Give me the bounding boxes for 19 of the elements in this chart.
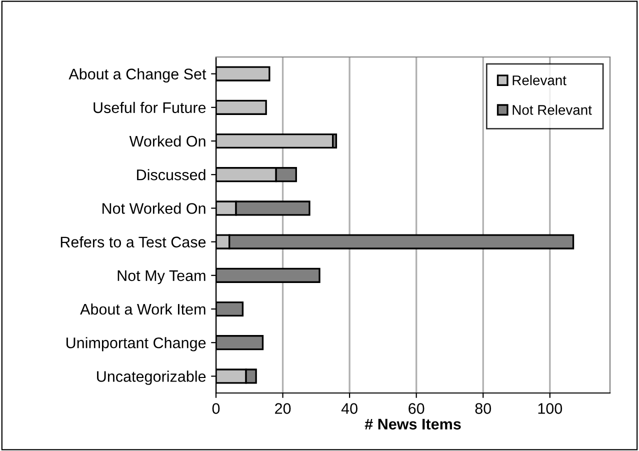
y-tick-label: Not My Team xyxy=(118,270,206,284)
x-axis-title: # News Items xyxy=(364,418,461,430)
y-tick-label: Uncategorizable xyxy=(97,370,206,385)
y-tick-label: Worked On xyxy=(129,135,206,147)
y-tick-label: Useful for Future xyxy=(94,102,206,114)
y-tick-label: About a Work Item xyxy=(80,303,206,315)
y-tick-label: Unimportant Change xyxy=(66,337,206,352)
x-tick-label: 80 xyxy=(475,403,492,414)
x-tick-label: 100 xyxy=(538,403,562,414)
y-tick-label: Not Worked On xyxy=(102,202,206,214)
x-tick-label: 40 xyxy=(341,403,358,414)
y-tick-label: Refers to a Test Case xyxy=(60,236,206,248)
y-tick-label: About a Change Set xyxy=(68,68,206,83)
y-tick-label: Discussed xyxy=(137,169,206,180)
x-tick-label: 20 xyxy=(275,403,291,414)
x-tick-label: 60 xyxy=(408,403,424,414)
x-tick-label: 0 xyxy=(212,403,220,414)
legend-label: Not Relevant xyxy=(512,104,592,115)
legend-label: Relevant xyxy=(512,75,566,86)
